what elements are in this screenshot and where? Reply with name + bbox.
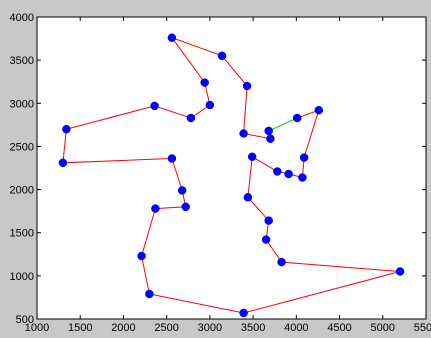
plot-area bbox=[36, 16, 427, 320]
series-markers bbox=[58, 33, 405, 318]
city-point bbox=[217, 51, 227, 61]
y-tick-label: 1500 bbox=[10, 228, 34, 240]
city-point bbox=[247, 152, 257, 162]
city-point bbox=[205, 100, 215, 110]
x-tick-label: 2500 bbox=[154, 322, 178, 334]
city-point bbox=[167, 33, 177, 42]
city-point bbox=[243, 193, 253, 202]
city-point bbox=[239, 308, 248, 318]
city-point bbox=[167, 154, 177, 163]
y-tick-label: 500 bbox=[16, 314, 34, 326]
x-tick-label: 3000 bbox=[198, 322, 222, 334]
y-tick-label: 3500 bbox=[10, 55, 34, 67]
city-point bbox=[264, 126, 273, 136]
x-tick-label: 5000 bbox=[371, 322, 395, 334]
y-tick-label: 2000 bbox=[10, 185, 34, 197]
x-tick-label: 5500 bbox=[414, 322, 431, 334]
city-point bbox=[137, 251, 146, 261]
city-point bbox=[261, 235, 271, 244]
y-tick-label: 4000 bbox=[10, 12, 34, 24]
city-point bbox=[186, 113, 196, 123]
city-point bbox=[242, 81, 252, 91]
city-point bbox=[266, 134, 275, 143]
city-point bbox=[62, 124, 71, 134]
y-tick-label: 2500 bbox=[10, 141, 34, 153]
city-point bbox=[145, 289, 154, 299]
city-point bbox=[284, 169, 293, 179]
x-tick-label: 1000 bbox=[25, 322, 49, 334]
x-axis: 1000 1500 2000 2500 3000 3500 4000 4500 5000 5500 bbox=[25, 17, 431, 334]
city-point bbox=[273, 167, 282, 176]
city-point bbox=[58, 158, 68, 168]
city-point bbox=[277, 257, 286, 267]
city-point bbox=[314, 105, 324, 115]
city-point bbox=[292, 113, 302, 123]
city-point bbox=[150, 101, 159, 111]
x-tick-label: 2000 bbox=[111, 322, 135, 334]
city-point bbox=[298, 173, 307, 182]
city-point bbox=[299, 153, 309, 162]
y-tick-label: 1000 bbox=[10, 271, 34, 283]
city-point bbox=[200, 78, 209, 87]
x-tick-label: 1500 bbox=[68, 322, 92, 334]
y-tick-label: 3000 bbox=[10, 98, 34, 110]
link-segment-line bbox=[268, 117, 298, 132]
city-point bbox=[239, 129, 248, 138]
city-point bbox=[181, 202, 190, 212]
y-axis: 500 1000 1500 2000 2500 3000 3500 4000 bbox=[10, 12, 426, 326]
x-tick-label: 3500 bbox=[241, 322, 265, 334]
city-point bbox=[151, 204, 160, 213]
x-tick-label: 4500 bbox=[327, 322, 351, 334]
x-tick-label: 4000 bbox=[284, 322, 308, 334]
city-point bbox=[177, 186, 187, 195]
city-point bbox=[264, 216, 273, 225]
city-point bbox=[395, 267, 405, 276]
